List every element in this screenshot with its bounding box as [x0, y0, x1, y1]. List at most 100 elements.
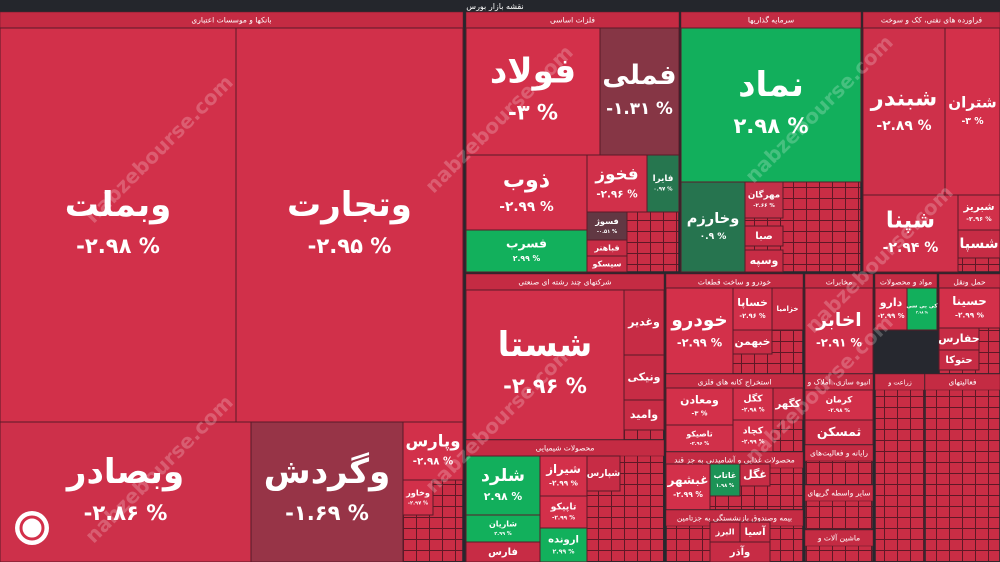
tile-name: اخابر	[815, 310, 861, 331]
group-title: ماشین آلات و	[817, 533, 860, 543]
tile-name: فخوز	[594, 163, 638, 184]
tile	[938, 349, 980, 371]
tile	[744, 181, 784, 219]
tile-name: فسوژ	[594, 216, 619, 227]
tile-value: ۲.۹۹ %	[552, 549, 574, 556]
tile	[586, 211, 628, 241]
tile-name: فملی	[602, 60, 676, 91]
group-title: حمل ونقل	[953, 278, 986, 287]
tile-name: وبملت	[65, 185, 172, 225]
tile-name: صبا	[755, 231, 773, 242]
tile	[680, 181, 746, 273]
tile-name: ذوب	[503, 167, 550, 193]
tile-value: -۲.۸۶ %	[84, 500, 168, 525]
group-title: استخراج کانه های فلزی	[698, 378, 772, 387]
group-title: محصولات غذایی و آشامیدنی به جز قند	[674, 455, 795, 465]
group-header	[804, 529, 874, 547]
tile-name: فارس	[488, 547, 518, 558]
tile-value: -۲.۹۶ %	[966, 215, 992, 223]
tile	[465, 27, 601, 156]
tile-value: -۱.۳۱ %	[606, 98, 673, 118]
tile-name: تاپیکو	[550, 501, 577, 512]
tile	[771, 287, 804, 331]
tile	[957, 229, 1000, 259]
tile	[732, 287, 773, 331]
tile-name: کی بی سی	[906, 302, 938, 309]
group	[874, 373, 926, 562]
tile	[862, 194, 959, 273]
tile-name: غگل	[743, 468, 767, 481]
tile-name: غاتاب	[713, 470, 736, 480]
tile-value: -۲.۹۹ %	[499, 199, 554, 215]
tile-name: حتوکا	[945, 355, 972, 366]
group-title: فعالیتهای	[949, 378, 977, 387]
tile	[732, 329, 773, 355]
tile-value: -۱.۶۹ %	[285, 500, 369, 525]
tile-name: کگهر	[774, 397, 800, 410]
tile-value: -۲.۹۹ %	[673, 490, 703, 499]
title-bar	[0, 0, 1000, 12]
tile-name: دارو	[879, 296, 903, 309]
group-title: مواد و محصولات	[880, 278, 932, 287]
group-title: بیمه وصندوق بازنشستگی به جزتامین	[677, 514, 792, 523]
tile-name: حفارس	[938, 332, 980, 345]
tile	[744, 225, 784, 247]
tile-value: -۲.۸۹ %	[876, 118, 931, 134]
tile-value: -۲.۹۴ %	[883, 240, 939, 256]
tile	[599, 27, 680, 156]
tile	[906, 287, 938, 331]
group-title: سایر واسطه گریهای	[807, 489, 870, 498]
tile-name: خودرو	[670, 310, 727, 331]
tile-value: -۲.۹۵ %	[308, 233, 392, 258]
tile-name: شبندر	[870, 86, 937, 112]
tile-value: ۲.۹۸ %	[484, 490, 523, 503]
tile-name: البرز	[714, 527, 734, 538]
group-title: سرمایه گذاریها	[748, 16, 794, 25]
tile-value: -۲.۹۹ %	[552, 516, 575, 522]
tile-name: غبشهر	[666, 473, 708, 487]
tile-value: -۲.۹۹ %	[741, 440, 764, 446]
tile-name: آسیا	[744, 525, 766, 538]
tile-name: وامید	[630, 408, 658, 421]
tile	[250, 421, 404, 562]
tile	[732, 387, 774, 421]
tile-name: وبصادر	[65, 452, 184, 492]
tile-name: وسپه	[750, 254, 779, 267]
tile-value: ۰.۹۷ %	[653, 187, 673, 193]
chart-title: نقشه بازار بورس	[466, 2, 523, 11]
tile-value: ۲.۹۸ %	[916, 311, 929, 315]
tile	[402, 421, 464, 481]
tile-name: نماد	[738, 65, 804, 105]
tile-name: وخارزم	[687, 210, 740, 227]
tile-name: شیراز	[545, 462, 581, 477]
tile-name: ثمسکن	[817, 424, 861, 439]
group-title: زراعت و	[887, 379, 912, 387]
tile	[680, 27, 862, 183]
tile-name: ومعادن	[680, 394, 719, 407]
tile-value: -۳ %	[961, 116, 984, 127]
tile	[623, 354, 665, 401]
group-title: انبوه سازی، املاک و	[807, 378, 871, 387]
tile	[0, 27, 237, 423]
tile	[739, 463, 771, 487]
tile	[586, 455, 621, 492]
tile	[874, 287, 908, 331]
tile-value: -۳ %	[508, 100, 558, 125]
tile	[465, 154, 588, 231]
tile-name: کچاد	[743, 425, 764, 436]
tile-value: -۲.۹۹ %	[877, 312, 904, 320]
tile-value: -۰.۵۱ %	[597, 229, 617, 235]
tile-value: -۲.۹۸ %	[741, 408, 764, 414]
tile-value: -۳ %	[692, 410, 708, 418]
tile-name: ونیکی	[628, 371, 661, 384]
tile-value: -۲.۹۸ %	[828, 408, 850, 414]
tile-value: -۲.۹۸ %	[76, 233, 160, 258]
tile-name: خزامیا	[777, 304, 799, 313]
tile	[465, 289, 625, 441]
tile	[586, 154, 648, 213]
tile-name: شپارس	[587, 469, 621, 479]
tile	[665, 424, 734, 453]
tile	[772, 387, 804, 421]
